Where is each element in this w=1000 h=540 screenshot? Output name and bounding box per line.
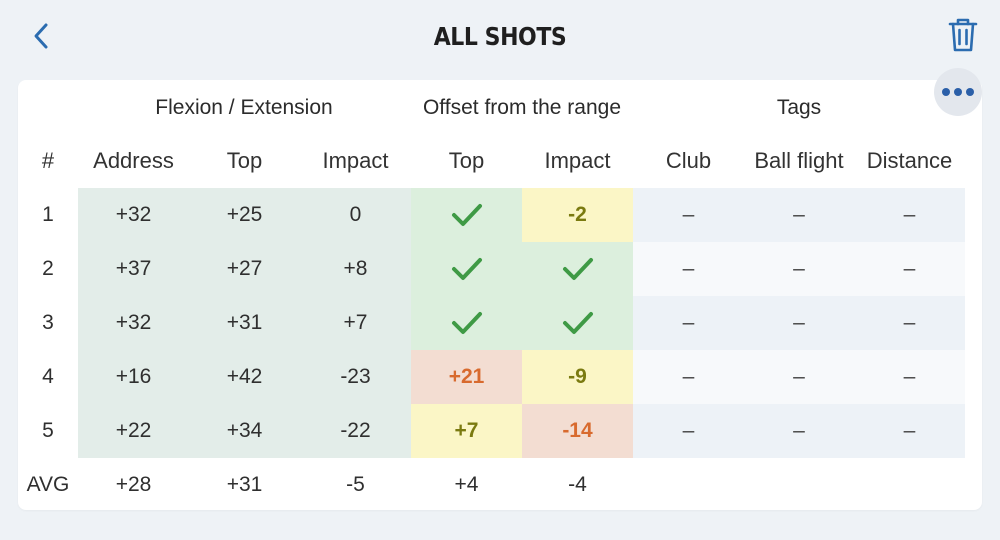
cell-ball-flight: – [744,242,854,296]
cell-off-impact: -9 [522,350,633,404]
col-header-top: Top [226,148,263,173]
cell-address: +22 [78,404,189,458]
cell-distance: – [854,188,965,242]
check-icon [562,258,593,280]
avg-top: +31 [226,473,263,496]
avg-off-impact: -4 [568,473,587,496]
cell-address: +32 [78,188,189,242]
cell-top: +27 [189,242,300,296]
cell-off-top: +7 [411,404,522,458]
cell-distance: – [854,296,965,350]
row-number: 1 [42,203,54,226]
col-header-offset-top: Top [448,148,485,173]
avg-label: AVG [26,473,70,496]
cell-impact: -23 [300,350,411,404]
trash-icon [948,18,978,52]
cell-top: +42 [189,350,300,404]
cell-address: +32 [78,296,189,350]
group-header-flexion: Flexion / Extension [155,96,333,119]
cell-club: – [633,296,744,350]
cell-address: +37 [78,242,189,296]
cell-ball-flight: – [744,188,854,242]
check-icon [451,204,482,226]
cell-off-impact: -2 [522,188,633,242]
cell-impact: 0 [300,188,411,242]
more-options-button[interactable] [934,68,982,116]
cell-ball-flight: – [744,404,854,458]
check-icon [451,258,482,280]
avg-impact: -5 [346,473,365,496]
col-header-club: Club [665,148,712,173]
cell-impact: -22 [300,404,411,458]
chevron-left-icon [34,23,48,49]
cell-off-impact: -14 [522,404,633,458]
cell-off-impact [522,242,633,296]
group-header-tags: Tags [776,96,822,119]
col-header-ball-flight: Ball flight [754,148,844,173]
avg-off-top: +4 [454,473,479,496]
cell-off-top: +21 [411,350,522,404]
cell-off-top [411,296,522,350]
cell-impact: +8 [300,242,411,296]
cell-club: – [633,188,744,242]
cell-address: +16 [78,350,189,404]
cell-ball-flight: – [744,296,854,350]
cell-off-impact [522,296,633,350]
cell-top: +31 [189,296,300,350]
avg-address: +28 [115,473,152,496]
col-header-impact: Impact [322,148,389,173]
more-dots-icon [942,88,950,96]
back-button[interactable] [28,20,56,52]
cell-club: – [633,242,744,296]
col-header-offset-impact: Impact [544,148,611,173]
page-title: ALL SHOTS [433,22,567,51]
cell-impact: +7 [300,296,411,350]
top-bar: ALL SHOTS [0,0,1000,76]
group-header-offset: Offset from the range [422,96,622,119]
delete-button[interactable] [946,16,980,54]
row-number: 5 [42,419,54,442]
cell-off-top [411,188,522,242]
cell-top: +34 [189,404,300,458]
col-header-num: # [41,148,55,173]
cell-club: – [633,404,744,458]
cell-distance: – [854,350,965,404]
row-number: 4 [42,365,54,388]
cell-club: – [633,350,744,404]
check-icon [451,312,482,334]
cell-distance: – [854,242,965,296]
row-number: 3 [42,311,54,334]
cell-off-top [411,242,522,296]
cell-ball-flight: – [744,350,854,404]
row-number: 2 [42,257,54,280]
check-icon [562,312,593,334]
col-header-address: Address [93,148,174,173]
cell-distance: – [854,404,965,458]
cell-top: +25 [189,188,300,242]
col-header-distance: Distance [866,148,953,173]
